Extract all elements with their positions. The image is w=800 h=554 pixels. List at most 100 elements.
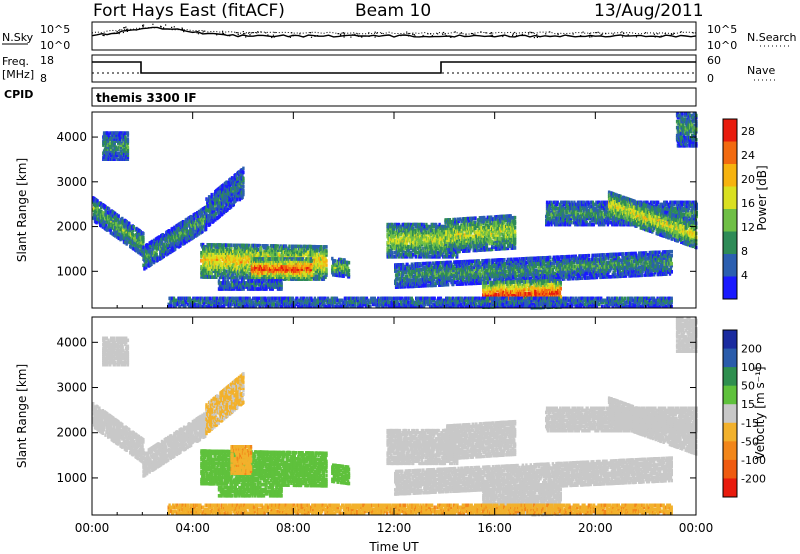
noise-dot bbox=[381, 32, 383, 34]
power-cell bbox=[110, 157, 114, 161]
power-cell bbox=[149, 244, 152, 249]
power-cell bbox=[192, 235, 195, 239]
power-cell bbox=[161, 249, 165, 253]
noise-dot bbox=[659, 36, 661, 38]
noise-dot bbox=[171, 26, 173, 28]
power-cell bbox=[229, 198, 233, 203]
noise-dot bbox=[589, 33, 591, 35]
noise-dot bbox=[248, 32, 250, 34]
power-cell bbox=[192, 225, 195, 229]
power-cell bbox=[174, 235, 177, 239]
power-cell bbox=[104, 157, 108, 161]
noise-dot bbox=[627, 34, 629, 36]
power-cell bbox=[148, 247, 151, 252]
power-cell bbox=[182, 222, 185, 226]
power-cell bbox=[125, 219, 128, 224]
noise-dot bbox=[572, 33, 574, 35]
noise-dot bbox=[237, 32, 239, 34]
power-cell bbox=[217, 193, 220, 197]
power-cell bbox=[197, 232, 201, 236]
power-cell bbox=[185, 217, 188, 222]
power-cell bbox=[122, 228, 126, 232]
power-cell bbox=[196, 211, 199, 215]
nsky-trace bbox=[91, 26, 697, 38]
power-cell bbox=[212, 201, 215, 206]
noise-dot bbox=[343, 36, 345, 38]
power-cell bbox=[242, 188, 245, 193]
power-cell bbox=[111, 149, 115, 153]
nsearch-label: N.Search bbox=[747, 31, 797, 44]
power-cell bbox=[242, 190, 245, 195]
power-cell bbox=[122, 238, 126, 242]
noise-dot bbox=[653, 35, 655, 37]
power-cell bbox=[151, 259, 154, 264]
power-cell bbox=[108, 226, 112, 230]
noise-dot bbox=[600, 34, 602, 36]
power-cell bbox=[189, 233, 193, 237]
power-cell bbox=[217, 195, 220, 199]
noise-dot bbox=[343, 33, 345, 35]
noise-dot bbox=[310, 36, 313, 38]
power-cell bbox=[108, 224, 112, 228]
power-cell bbox=[238, 195, 242, 200]
power-cell bbox=[153, 256, 157, 260]
noise-dot bbox=[123, 27, 125, 29]
noise-dot bbox=[536, 36, 538, 38]
power-cell bbox=[115, 215, 119, 219]
noise-dot bbox=[163, 27, 165, 29]
power-cell bbox=[182, 220, 185, 224]
power-cell bbox=[139, 230, 142, 234]
power-cell bbox=[189, 216, 193, 221]
power-cell bbox=[204, 214, 207, 218]
power-cell bbox=[155, 249, 158, 253]
date-label: 13/Aug/2011 bbox=[594, 1, 704, 21]
power-cell bbox=[175, 244, 179, 248]
power-cell bbox=[108, 155, 111, 159]
power-cell bbox=[119, 237, 122, 242]
power-cell bbox=[110, 149, 113, 153]
noise-dot bbox=[135, 29, 137, 31]
power-cell bbox=[204, 217, 208, 221]
power-cell bbox=[347, 260, 351, 265]
noise-dot bbox=[595, 32, 597, 34]
noise-dot bbox=[125, 26, 127, 28]
power-cell bbox=[106, 226, 109, 230]
noise-dot bbox=[460, 32, 462, 34]
power-cell bbox=[222, 210, 226, 215]
noise-dot bbox=[222, 30, 224, 32]
noise-dot bbox=[196, 32, 198, 34]
noise-dot bbox=[302, 36, 304, 38]
noise-dot bbox=[181, 28, 183, 30]
cpid-label: CPID bbox=[4, 88, 33, 101]
power-cell bbox=[347, 273, 351, 277]
noise-dot bbox=[673, 32, 675, 34]
power-cell bbox=[113, 151, 116, 155]
noise-dot bbox=[490, 32, 492, 34]
power-cell bbox=[325, 249, 328, 253]
power-cell bbox=[106, 220, 109, 224]
power-cell bbox=[116, 217, 120, 222]
noise-dot bbox=[514, 36, 516, 38]
power-cell bbox=[142, 245, 145, 249]
power-cell bbox=[118, 139, 122, 143]
noise-dot bbox=[197, 33, 200, 35]
noise-dot bbox=[115, 32, 117, 34]
power-cell bbox=[149, 250, 152, 255]
power-cell bbox=[325, 267, 328, 271]
noise-left-tick-top: 10^5 bbox=[40, 23, 70, 36]
power-cell bbox=[237, 179, 240, 183]
power-cell bbox=[198, 211, 202, 215]
power-cell bbox=[126, 131, 130, 135]
power-cell bbox=[118, 137, 122, 141]
noise-dot bbox=[292, 35, 294, 37]
noise-dot bbox=[445, 35, 447, 37]
power-cell bbox=[175, 242, 179, 246]
power-cell bbox=[242, 176, 245, 181]
power-cell bbox=[96, 217, 99, 221]
power-cell bbox=[118, 231, 121, 235]
power-cell bbox=[213, 208, 216, 213]
power-cell bbox=[242, 170, 245, 175]
noise-dot bbox=[422, 34, 424, 37]
power-cell bbox=[152, 260, 156, 265]
noise-dot bbox=[515, 34, 518, 36]
